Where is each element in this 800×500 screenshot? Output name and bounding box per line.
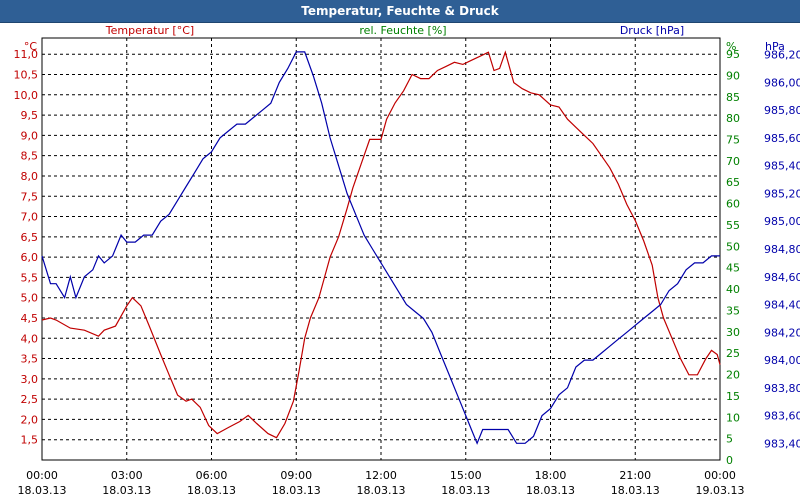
y-left-tick: 1,5 — [21, 434, 39, 447]
y-mid-tick: 10 — [726, 411, 740, 424]
y-right-tick: 985,40 — [764, 160, 800, 173]
x-tick-time: 06:00 — [196, 469, 228, 482]
x-tick-time: 00:00 — [26, 469, 58, 482]
y-mid-tick: 20 — [726, 369, 740, 382]
y-left-tick: 9,0 — [21, 129, 39, 142]
y-left-tick: 5,5 — [21, 271, 39, 284]
y-mid-tick: 60 — [726, 198, 740, 211]
y-right-tick: 984,60 — [764, 271, 800, 284]
legend-temperature: Temperatur [°C] — [105, 24, 194, 37]
y-mid-tick: 75 — [726, 133, 740, 146]
y-mid-tick: 30 — [726, 326, 740, 339]
y-left-tick: 10,5 — [14, 69, 39, 82]
y-left-tick: 5,0 — [21, 292, 39, 305]
x-tick-date: 18.03.13 — [357, 484, 406, 497]
x-tick-date: 18.03.13 — [272, 484, 321, 497]
y-left-tick: 7,5 — [21, 190, 39, 203]
chart-title: Temperatur, Feuchte & Druck — [301, 4, 499, 18]
y-mid-tick: 35 — [726, 304, 740, 317]
y-left-tick: 3,5 — [21, 353, 39, 366]
y-right-tick: 983,40 — [764, 437, 800, 450]
y-left-tick: 11,0 — [14, 48, 39, 61]
y-mid-tick: 50 — [726, 240, 740, 253]
x-tick-date: 18.03.13 — [441, 484, 490, 497]
chart-background — [0, 23, 800, 500]
y-mid-tick: 85 — [726, 91, 740, 104]
series-layer — [41, 50, 721, 445]
y-left-tick: 8,0 — [21, 170, 39, 183]
y-right-tick: 985,20 — [764, 187, 800, 200]
series-line-temperature — [41, 50, 721, 439]
x-tick-date: 18.03.13 — [187, 484, 236, 497]
y-mid-unit: % — [726, 40, 736, 53]
y-right-tick: 985,00 — [764, 215, 800, 228]
y-left-tick: 4,5 — [21, 312, 39, 325]
tick-labels: 1,5 2,0 2,5 3,0 3,5 4,0 4,5 5,0 5,5 6,0 6,5 7,0 7,5 8… — [14, 48, 800, 497]
y-left-unit: °C — [24, 40, 38, 53]
y-mid-tick: 15 — [726, 390, 740, 403]
grid — [42, 38, 720, 460]
y-mid-tick: 45 — [726, 262, 740, 275]
x-tick-date: 18.03.13 — [18, 484, 67, 497]
series-line-pressure — [41, 51, 720, 445]
x-tick-date: 19.03.13 — [696, 484, 745, 497]
y-mid-tick: 70 — [726, 155, 740, 168]
y-left-tick: 10,0 — [14, 89, 39, 102]
y-left-tick: 2,0 — [21, 413, 39, 426]
y-right-tick: 984,40 — [764, 299, 800, 312]
y-right-tick: 983,60 — [764, 410, 800, 423]
y-left-tick: 7,0 — [21, 211, 39, 224]
y-mid-tick: 95 — [726, 48, 740, 61]
x-tick-date: 18.03.13 — [526, 484, 575, 497]
legend-pressure: Druck [hPa] — [620, 24, 684, 37]
x-tick-time: 21:00 — [619, 469, 651, 482]
y-left-tick: 6,5 — [21, 231, 39, 244]
x-tick-time: 18:00 — [535, 469, 567, 482]
y-right-tick: 985,60 — [764, 132, 800, 145]
y-mid-tick: 65 — [726, 176, 740, 189]
y-mid-tick: 55 — [726, 219, 740, 232]
x-tick-date: 18.03.13 — [102, 484, 151, 497]
y-mid-tick: 40 — [726, 283, 740, 296]
plot-frame — [41, 37, 721, 461]
x-tick-time: 09:00 — [280, 469, 312, 482]
y-left-tick: 6,0 — [21, 251, 39, 264]
y-right-tick: 984,00 — [764, 354, 800, 367]
y-mid-tick: 25 — [726, 347, 740, 360]
y-mid-tick: 5 — [726, 433, 733, 446]
y-right-tick: 986,20 — [764, 49, 800, 62]
y-left-tick: 2,5 — [21, 393, 39, 406]
y-mid-tick: 90 — [726, 69, 740, 82]
x-tick-time: 12:00 — [365, 469, 397, 482]
y-left-tick: 4,0 — [21, 332, 39, 345]
y-right-tick: 984,20 — [764, 326, 800, 339]
y-left-tick: 3,0 — [21, 373, 39, 386]
x-tick-time: 00:00 — [704, 469, 736, 482]
y-left-tick: 8,5 — [21, 150, 39, 163]
title-bar: Temperatur, Feuchte & Druck — [0, 0, 800, 23]
y-right-tick: 983,80 — [764, 382, 800, 395]
x-tick-time: 15:00 — [450, 469, 482, 482]
y-right-unit: hPa — [765, 40, 785, 53]
x-tick-time: 03:00 — [111, 469, 143, 482]
y-right-tick: 985,80 — [764, 104, 800, 117]
legend-humidity: rel. Feuchte [%] — [359, 24, 446, 37]
y-right-tick: 986,00 — [764, 76, 800, 89]
y-right-tick: 984,80 — [764, 243, 800, 256]
y-left-tick: 9,5 — [21, 109, 39, 122]
x-tick-date: 18.03.13 — [611, 484, 660, 497]
y-mid-tick: 0 — [726, 454, 733, 467]
y-mid-tick: 80 — [726, 112, 740, 125]
